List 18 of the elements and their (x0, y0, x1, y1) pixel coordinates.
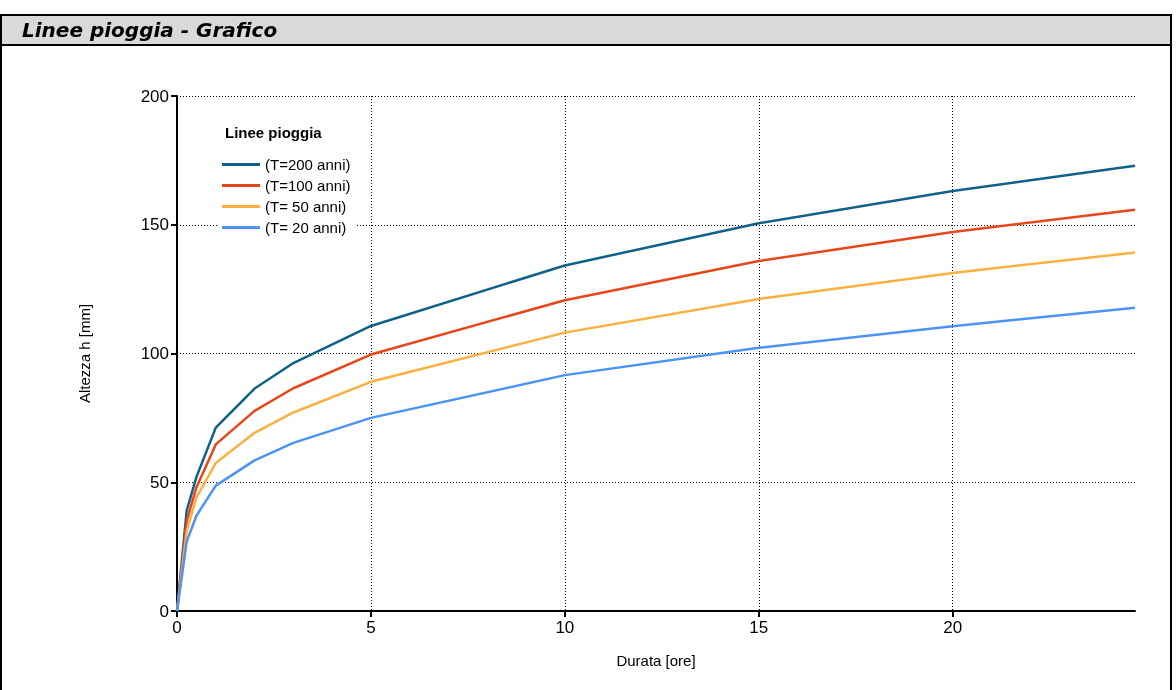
x-tick-label: 5 (366, 618, 376, 637)
y-tick-label: 50 (150, 472, 169, 492)
chart-title: Linee pioggia - Grafico (2, 16, 1170, 46)
y-tick-label: 150 (140, 215, 169, 235)
x-tick-label: 0 (172, 618, 182, 637)
x-axis-title: Durata [ore] (616, 652, 696, 669)
x-tick-label: 10 (555, 618, 575, 637)
legend-label: (T=200 anni) (265, 156, 351, 173)
x-tick-label: 15 (749, 618, 769, 637)
y-tick-label: 0 (159, 601, 169, 621)
legend-label: (T=100 anni) (265, 177, 351, 194)
legend-label: (T= 20 anni) (265, 219, 347, 236)
legend-label: (T= 50 anni) (265, 198, 347, 215)
legend-title: Linee pioggia (225, 124, 323, 141)
y-tick-label: 100 (140, 344, 169, 363)
x-tick-label: 20 (943, 618, 963, 637)
y-tick-label: 200 (140, 86, 169, 106)
y-axis-title: Altezza h [mm] (76, 303, 93, 404)
